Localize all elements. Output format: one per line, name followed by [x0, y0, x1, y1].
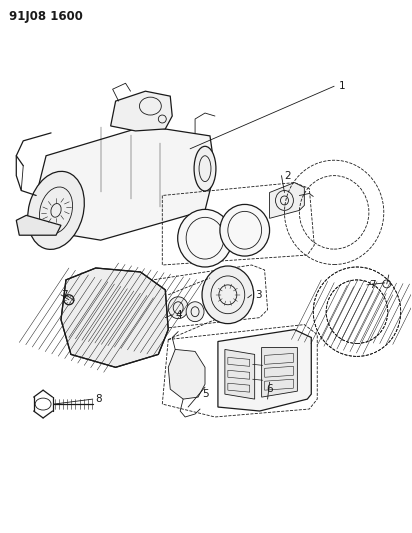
Polygon shape [61, 268, 168, 367]
Ellipse shape [178, 209, 232, 267]
Polygon shape [168, 350, 205, 399]
Polygon shape [269, 183, 304, 219]
Ellipse shape [220, 205, 269, 256]
Ellipse shape [168, 297, 188, 319]
Text: 8: 8 [96, 394, 102, 404]
Text: 5: 5 [202, 389, 208, 399]
Text: 1: 1 [339, 81, 346, 91]
Text: 6: 6 [266, 384, 273, 394]
Text: 7: 7 [61, 290, 68, 300]
Polygon shape [111, 91, 172, 131]
Text: 2: 2 [284, 171, 291, 181]
Ellipse shape [202, 266, 254, 324]
Polygon shape [225, 350, 255, 399]
Polygon shape [16, 215, 61, 235]
Polygon shape [262, 348, 297, 397]
Ellipse shape [186, 302, 204, 321]
Polygon shape [36, 126, 215, 240]
Text: 91J08 1600: 91J08 1600 [9, 10, 83, 23]
Text: 4: 4 [175, 310, 182, 320]
Ellipse shape [194, 147, 216, 191]
Ellipse shape [28, 171, 84, 249]
Text: 3: 3 [255, 290, 261, 300]
Polygon shape [218, 329, 311, 411]
Text: 7: 7 [369, 280, 375, 290]
